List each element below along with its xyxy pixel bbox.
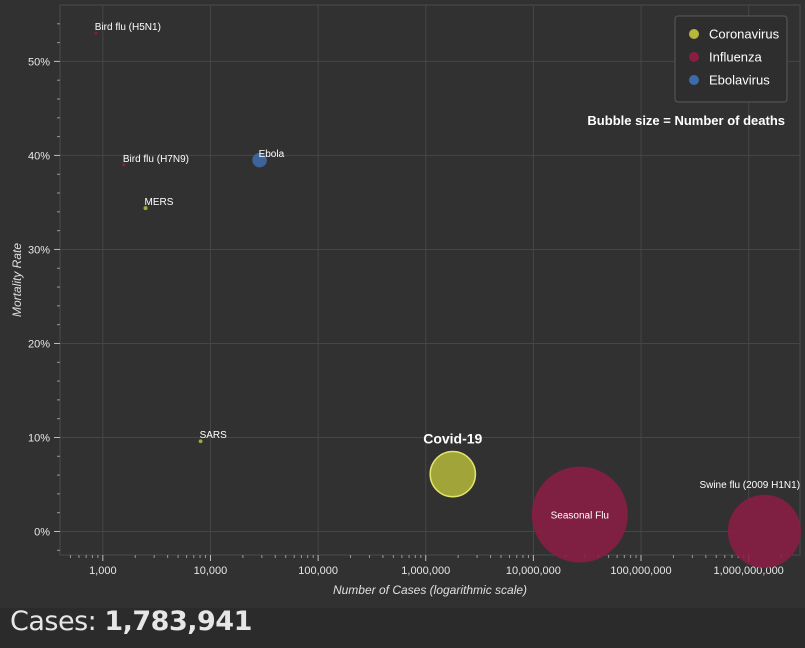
bubble-mers <box>143 206 148 211</box>
bubble-label: SARS <box>200 430 228 441</box>
bubble-label: MERS <box>145 197 174 208</box>
legend-swatch-coronavirus <box>689 29 699 39</box>
axes-layer: 1,000 10,000 100,000 1,000,000 10,000,000 100… <box>28 23 784 577</box>
y-tick-label: 50% <box>28 56 50 68</box>
cases-label: Cases: <box>10 606 97 637</box>
y-axis-label: Mortality Rate <box>10 243 24 317</box>
x-tick-label: 10,000,000 <box>506 565 561 577</box>
legend-label-coronavirus: Coronavirus <box>709 27 780 42</box>
bubble-label: Swine flu (2009 H1N1) <box>699 480 800 491</box>
legend-label-ebolavirus: Ebolavirus <box>709 73 770 88</box>
y-tick-label: 30% <box>28 244 50 256</box>
bubble-bird-flu-h5n1- <box>94 31 98 35</box>
bubble-layer <box>94 31 801 568</box>
bubble-seasonal-flu <box>531 466 628 563</box>
label-layer: Bird flu (H5N1) Bird flu (H7N9) MERS Ebola S… <box>95 22 800 521</box>
y-tick-label: 20% <box>28 338 50 350</box>
x-tick-label: 100,000,000 <box>610 565 671 577</box>
x-tick-label: 10,000 <box>194 565 228 577</box>
bubble-ebola <box>252 152 267 168</box>
bubble-label: Covid-19 <box>423 431 482 447</box>
legend-swatch-influenza <box>689 52 699 62</box>
x-tick-label: 1,000,000,000 <box>713 565 783 577</box>
bubble-sars <box>198 439 203 444</box>
y-tick-label: 40% <box>28 150 50 162</box>
plot-border <box>59 4 801 556</box>
bubble-label: Seasonal Flu <box>551 511 609 522</box>
legend-box <box>674 15 788 103</box>
cases-value: 1,783,941 <box>104 606 252 637</box>
y-tick-label: 0% <box>34 526 50 538</box>
chart-container: 1,000 10,000 100,000 1,000,000 10,000,000 100… <box>10 4 801 597</box>
legend-swatch-ebolavirus <box>689 75 699 85</box>
x-axis-label: Number of Cases (logarithmic scale) <box>333 583 527 597</box>
grid-layer <box>59 4 801 556</box>
bubble-label: Bird flu (H5N1) <box>95 22 161 33</box>
bubble-size-note: Bubble size = Number of deaths <box>587 113 785 128</box>
x-tick-label: 1,000,000 <box>401 565 450 577</box>
bubble-covid-19 <box>429 450 477 498</box>
bubble-swine-flu-2009-h1n1- <box>727 494 801 568</box>
x-tick-label: 100,000 <box>298 565 338 577</box>
legend-label-influenza: Influenza <box>709 50 763 65</box>
cases-readout: Cases: 1,783,941 <box>10 606 252 646</box>
bubble-chart: 1,000 10,000 100,000 1,000,000 10,000,000 100… <box>10 4 801 597</box>
legend: Coronavirus Influenza Ebolavirus <box>674 15 788 103</box>
y-tick-label: 10% <box>28 432 50 444</box>
bubble-label: Bird flu (H7N9) <box>123 154 189 165</box>
bubble-bird-flu-h7n9- <box>122 163 126 167</box>
x-tick-label: 1,000 <box>89 565 117 577</box>
bubble-label: Ebola <box>259 149 285 160</box>
